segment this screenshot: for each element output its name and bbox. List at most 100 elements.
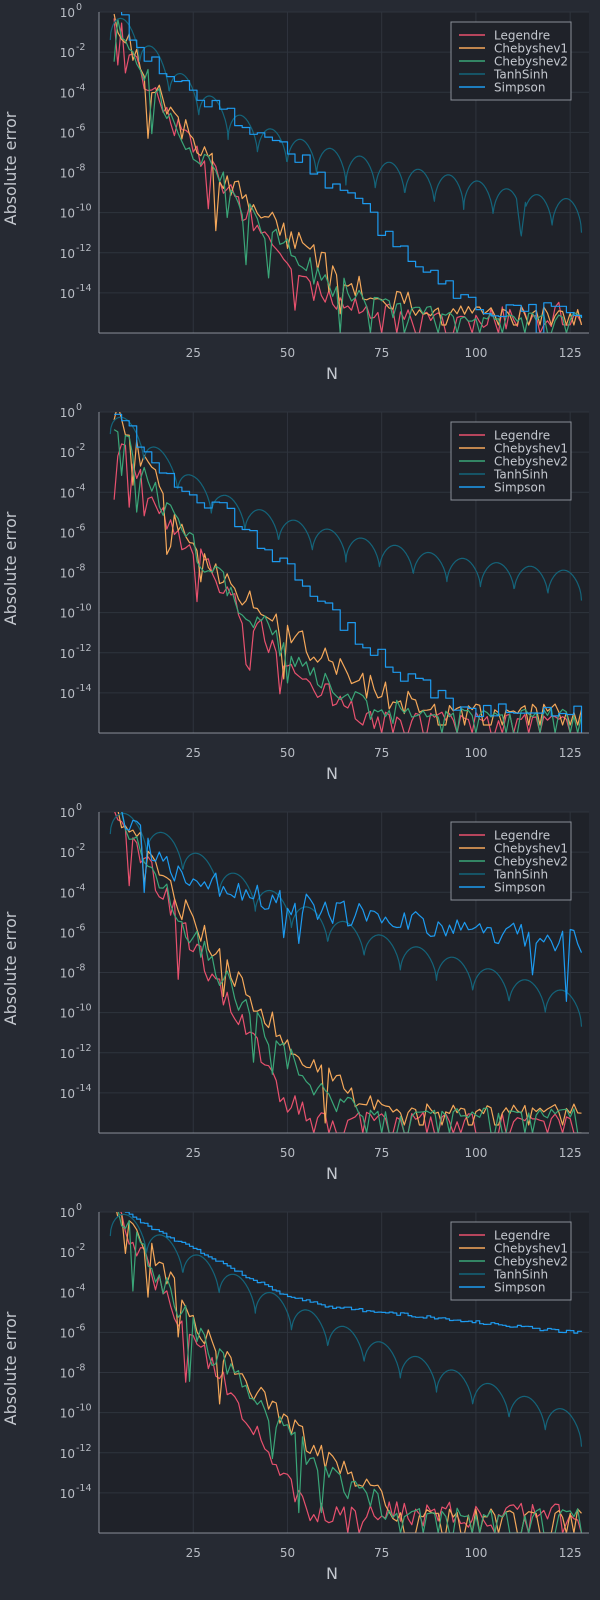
y-tick-label: 10 bbox=[60, 1087, 75, 1101]
y-tick-label: 10 bbox=[60, 1007, 75, 1021]
x-tick-label: 75 bbox=[374, 346, 389, 360]
y-tick-exponent: -14 bbox=[76, 283, 92, 294]
x-tick-label: 100 bbox=[464, 346, 487, 360]
y-tick-base: 10 bbox=[60, 607, 75, 621]
legend-label: Chebyshev1 bbox=[494, 842, 568, 856]
y-tick-label: 10 bbox=[60, 926, 75, 940]
series-line-legendre bbox=[114, 812, 582, 1133]
y-tick-base: 10 bbox=[60, 1007, 75, 1021]
series-line-chebyshev2 bbox=[117, 1212, 583, 1533]
y-tick-base: 10 bbox=[60, 126, 75, 140]
y-tick-exponent: -4 bbox=[76, 482, 85, 493]
y-tick-exponent: 0 bbox=[76, 2, 82, 13]
y-tick-exponent: -2 bbox=[76, 442, 85, 453]
y-tick-label: 10 bbox=[60, 846, 75, 860]
x-tick-label: 75 bbox=[374, 1546, 389, 1560]
y-tick-base: 10 bbox=[60, 287, 75, 301]
y-tick-exponent: -2 bbox=[76, 42, 85, 53]
series-line-legendre bbox=[113, 443, 582, 733]
y-tick-base: 10 bbox=[60, 486, 75, 500]
y-tick-base: 10 bbox=[60, 1447, 75, 1461]
y-tick-base: 10 bbox=[60, 1246, 75, 1260]
legend-label: Simpson bbox=[494, 1281, 545, 1295]
y-tick-exponent: -8 bbox=[76, 1363, 85, 1374]
legend-label: Simpson bbox=[494, 481, 545, 495]
y-tick-label: 10 bbox=[60, 567, 75, 581]
x-tick-label: 75 bbox=[374, 746, 389, 760]
legend-label: Chebyshev2 bbox=[494, 455, 568, 469]
y-tick-base: 10 bbox=[60, 207, 75, 221]
legend-label: Legendre bbox=[494, 429, 550, 443]
legend-label: TanhSinh bbox=[493, 68, 548, 82]
y-tick-label: 10 bbox=[60, 1447, 75, 1461]
y-tick-label: 10 bbox=[60, 167, 75, 181]
x-tick-label: 125 bbox=[559, 746, 582, 760]
series-line-tanhsinh bbox=[109, 812, 583, 1027]
x-axis-title: N bbox=[326, 764, 338, 783]
series-line-simpson bbox=[121, 12, 583, 333]
y-tick-label: 10 bbox=[60, 1286, 75, 1300]
y-tick-base: 10 bbox=[60, 46, 75, 60]
series-line-chebyshev1 bbox=[117, 812, 582, 1126]
x-tick-label: 25 bbox=[186, 746, 201, 760]
y-tick-base: 10 bbox=[60, 1206, 75, 1220]
y-axis-title: Absolute error bbox=[1, 911, 20, 1025]
y-tick-exponent: -4 bbox=[76, 882, 85, 893]
y-tick-label: 10 bbox=[60, 446, 75, 460]
y-tick-exponent: 0 bbox=[76, 802, 82, 813]
x-tick-label: 50 bbox=[280, 346, 295, 360]
x-tick-label: 25 bbox=[186, 346, 201, 360]
x-axis-title: N bbox=[326, 1164, 338, 1183]
y-tick-label: 10 bbox=[60, 287, 75, 301]
y-tick-base: 10 bbox=[60, 6, 75, 20]
y-tick-base: 10 bbox=[60, 247, 75, 261]
x-tick-label: 50 bbox=[280, 746, 295, 760]
y-tick-label: 10 bbox=[60, 687, 75, 701]
y-tick-exponent: -10 bbox=[76, 1403, 92, 1414]
y-tick-base: 10 bbox=[60, 647, 75, 661]
y-tick-exponent: -6 bbox=[76, 522, 85, 533]
series-line-legendre bbox=[113, 18, 583, 333]
y-tick-exponent: -10 bbox=[76, 1003, 92, 1014]
y-tick-label: 10 bbox=[60, 647, 75, 661]
x-tick-label: 100 bbox=[464, 1146, 487, 1160]
y-tick-label: 10 bbox=[60, 1246, 75, 1260]
x-tick-label: 100 bbox=[464, 1546, 487, 1560]
legend-label: Legendre bbox=[494, 1229, 550, 1243]
x-tick-label: 50 bbox=[280, 1546, 295, 1560]
y-axis-title: Absolute error bbox=[1, 111, 20, 225]
x-axis-title: N bbox=[326, 1564, 338, 1583]
y-tick-exponent: -14 bbox=[76, 1483, 92, 1494]
series-line-chebyshev1 bbox=[113, 13, 583, 326]
x-tick-label: 50 bbox=[280, 1146, 295, 1160]
legend-label: Legendre bbox=[494, 829, 550, 843]
y-tick-exponent: 0 bbox=[76, 402, 82, 413]
x-tick-label: 75 bbox=[374, 1146, 389, 1160]
series-line-chebyshev2 bbox=[120, 812, 582, 1133]
y-tick-exponent: -2 bbox=[76, 1242, 85, 1253]
legend-label: Simpson bbox=[494, 81, 545, 95]
legend-label: TanhSinh bbox=[493, 868, 548, 882]
y-axis-title: Absolute error bbox=[1, 1311, 20, 1425]
y-tick-exponent: -6 bbox=[76, 1322, 85, 1333]
legend-label: Chebyshev2 bbox=[494, 855, 568, 869]
y-tick-exponent: -6 bbox=[76, 922, 85, 933]
y-tick-exponent: -14 bbox=[76, 1083, 92, 1094]
y-tick-exponent: -8 bbox=[76, 563, 85, 574]
y-tick-exponent: -4 bbox=[76, 82, 85, 93]
y-tick-label: 10 bbox=[60, 1367, 75, 1381]
y-axis-title: Absolute error bbox=[1, 511, 20, 625]
y-tick-base: 10 bbox=[60, 446, 75, 460]
x-tick-label: 125 bbox=[559, 1546, 582, 1560]
legend-label: TanhSinh bbox=[493, 468, 548, 482]
legend-label: Chebyshev2 bbox=[494, 55, 568, 69]
y-tick-label: 10 bbox=[60, 6, 75, 20]
y-tick-label: 10 bbox=[60, 1487, 75, 1501]
y-tick-label: 10 bbox=[60, 967, 75, 981]
y-tick-exponent: -12 bbox=[76, 1043, 92, 1054]
y-tick-exponent: -12 bbox=[76, 243, 92, 254]
y-tick-base: 10 bbox=[60, 1286, 75, 1300]
y-tick-base: 10 bbox=[60, 526, 75, 540]
